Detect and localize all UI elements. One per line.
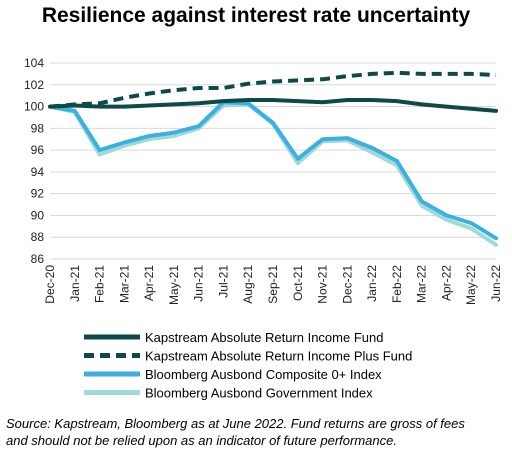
y-tick-label: 100 bbox=[24, 100, 44, 114]
y-tick-label: 104 bbox=[24, 56, 44, 70]
x-tick-label: Dec-21 bbox=[340, 265, 354, 304]
series-line-2 bbox=[49, 70, 497, 109]
x-tick-label: Mar-22 bbox=[415, 265, 429, 303]
source-line-1: Source: Kapstream, Bloomberg as at June … bbox=[6, 416, 465, 431]
legend-label: Kapstream Absolute Return Income Plus Fu… bbox=[145, 349, 412, 364]
x-tick-label: Apr-21 bbox=[142, 265, 156, 301]
x-tick-label: Feb-21 bbox=[93, 265, 107, 303]
y-tick-label: 102 bbox=[24, 78, 44, 92]
x-tick-label: Jun-22 bbox=[489, 265, 503, 302]
x-axis-ticks: Dec-20 Jan-21 Feb-21 Mar-21 Apr-21 May-21 Jun-… bbox=[43, 265, 503, 305]
x-tick-label: Aug-21 bbox=[241, 265, 255, 304]
source-note: Source: Kapstream, Bloomberg as at June … bbox=[6, 415, 510, 449]
y-tick-label: 98 bbox=[31, 121, 45, 135]
x-tick-label: Dec-20 bbox=[43, 265, 57, 304]
x-tick-label: Feb-22 bbox=[390, 265, 404, 303]
x-tick-label: Nov-21 bbox=[316, 265, 330, 304]
series-line-1 bbox=[48, 98, 498, 113]
y-tick-label: 88 bbox=[31, 230, 45, 244]
legend-label: Kapstream Absolute Return Income Fund bbox=[145, 330, 383, 345]
series-line-3 bbox=[48, 100, 498, 241]
y-axis-ticks: 86 88 90 92 94 96 98 100 102 104 bbox=[24, 56, 44, 266]
series-lines bbox=[48, 70, 498, 247]
gridlines bbox=[50, 62, 496, 260]
y-tick-label: 96 bbox=[31, 143, 45, 157]
x-tick-label: Jan-22 bbox=[365, 265, 379, 302]
x-tick-label: Jun-21 bbox=[192, 265, 206, 302]
chart-title: Resilience against interest rate uncerta… bbox=[41, 4, 471, 27]
x-tick-label: Oct-21 bbox=[291, 265, 305, 301]
x-tick-label: Sep-21 bbox=[266, 265, 280, 304]
x-tick-label: Jul-21 bbox=[216, 265, 230, 298]
x-tick-label: Mar-21 bbox=[117, 265, 131, 303]
y-tick-label: 94 bbox=[31, 165, 45, 179]
y-tick-label: 92 bbox=[31, 187, 45, 201]
legend-label: Bloomberg Ausbond Government Index bbox=[145, 386, 373, 401]
legend-label: Bloomberg Ausbond Composite 0+ Index bbox=[145, 367, 382, 382]
y-tick-label: 86 bbox=[31, 252, 45, 266]
x-tick-label: May-22 bbox=[464, 265, 478, 305]
y-tick-label: 90 bbox=[31, 208, 45, 222]
x-tick-label: May-21 bbox=[167, 265, 181, 305]
x-tick-label: Jan-21 bbox=[68, 265, 82, 302]
x-tick-label: Apr-22 bbox=[439, 265, 453, 301]
source-line-2: and should not be relied upon as an indi… bbox=[6, 433, 397, 448]
legend: Kapstream Absolute Return Income Fund Kap… bbox=[84, 330, 412, 401]
